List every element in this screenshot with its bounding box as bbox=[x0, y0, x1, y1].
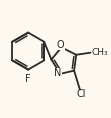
Text: O: O bbox=[57, 40, 64, 50]
Text: N: N bbox=[54, 68, 61, 78]
Text: Cl: Cl bbox=[77, 89, 86, 99]
Text: CH₃: CH₃ bbox=[92, 48, 108, 57]
Text: F: F bbox=[25, 74, 31, 84]
